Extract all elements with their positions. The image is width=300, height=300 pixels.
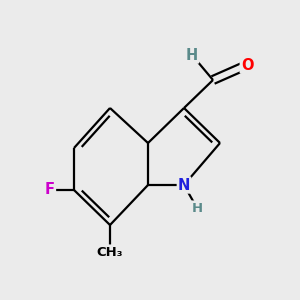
Text: N: N — [178, 178, 190, 193]
Text: O: O — [241, 58, 253, 73]
Text: H: H — [191, 202, 203, 214]
Text: H: H — [186, 47, 198, 62]
Text: CH₃: CH₃ — [97, 245, 123, 259]
Text: F: F — [45, 182, 55, 197]
